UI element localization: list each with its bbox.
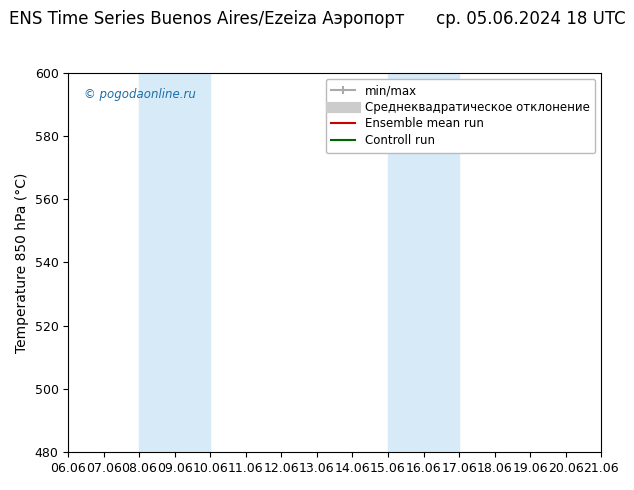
- Bar: [388, 73, 459, 452]
- Text: © pogodaonline.ru: © pogodaonline.ru: [84, 88, 196, 101]
- Y-axis label: Temperature 850 hPa (°C): Temperature 850 hPa (°C): [15, 172, 29, 353]
- Text: ENS Time Series Buenos Aires/Ezeiza Аэропорт      ср. 05.06.2024 18 UTC: ENS Time Series Buenos Aires/Ezeiza Аэро…: [9, 10, 625, 28]
- Legend: min/max, Среднеквадратическое отклонение, Ensemble mean run, Controll run: min/max, Среднеквадратическое отклонение…: [325, 78, 595, 153]
- Bar: [139, 73, 210, 452]
